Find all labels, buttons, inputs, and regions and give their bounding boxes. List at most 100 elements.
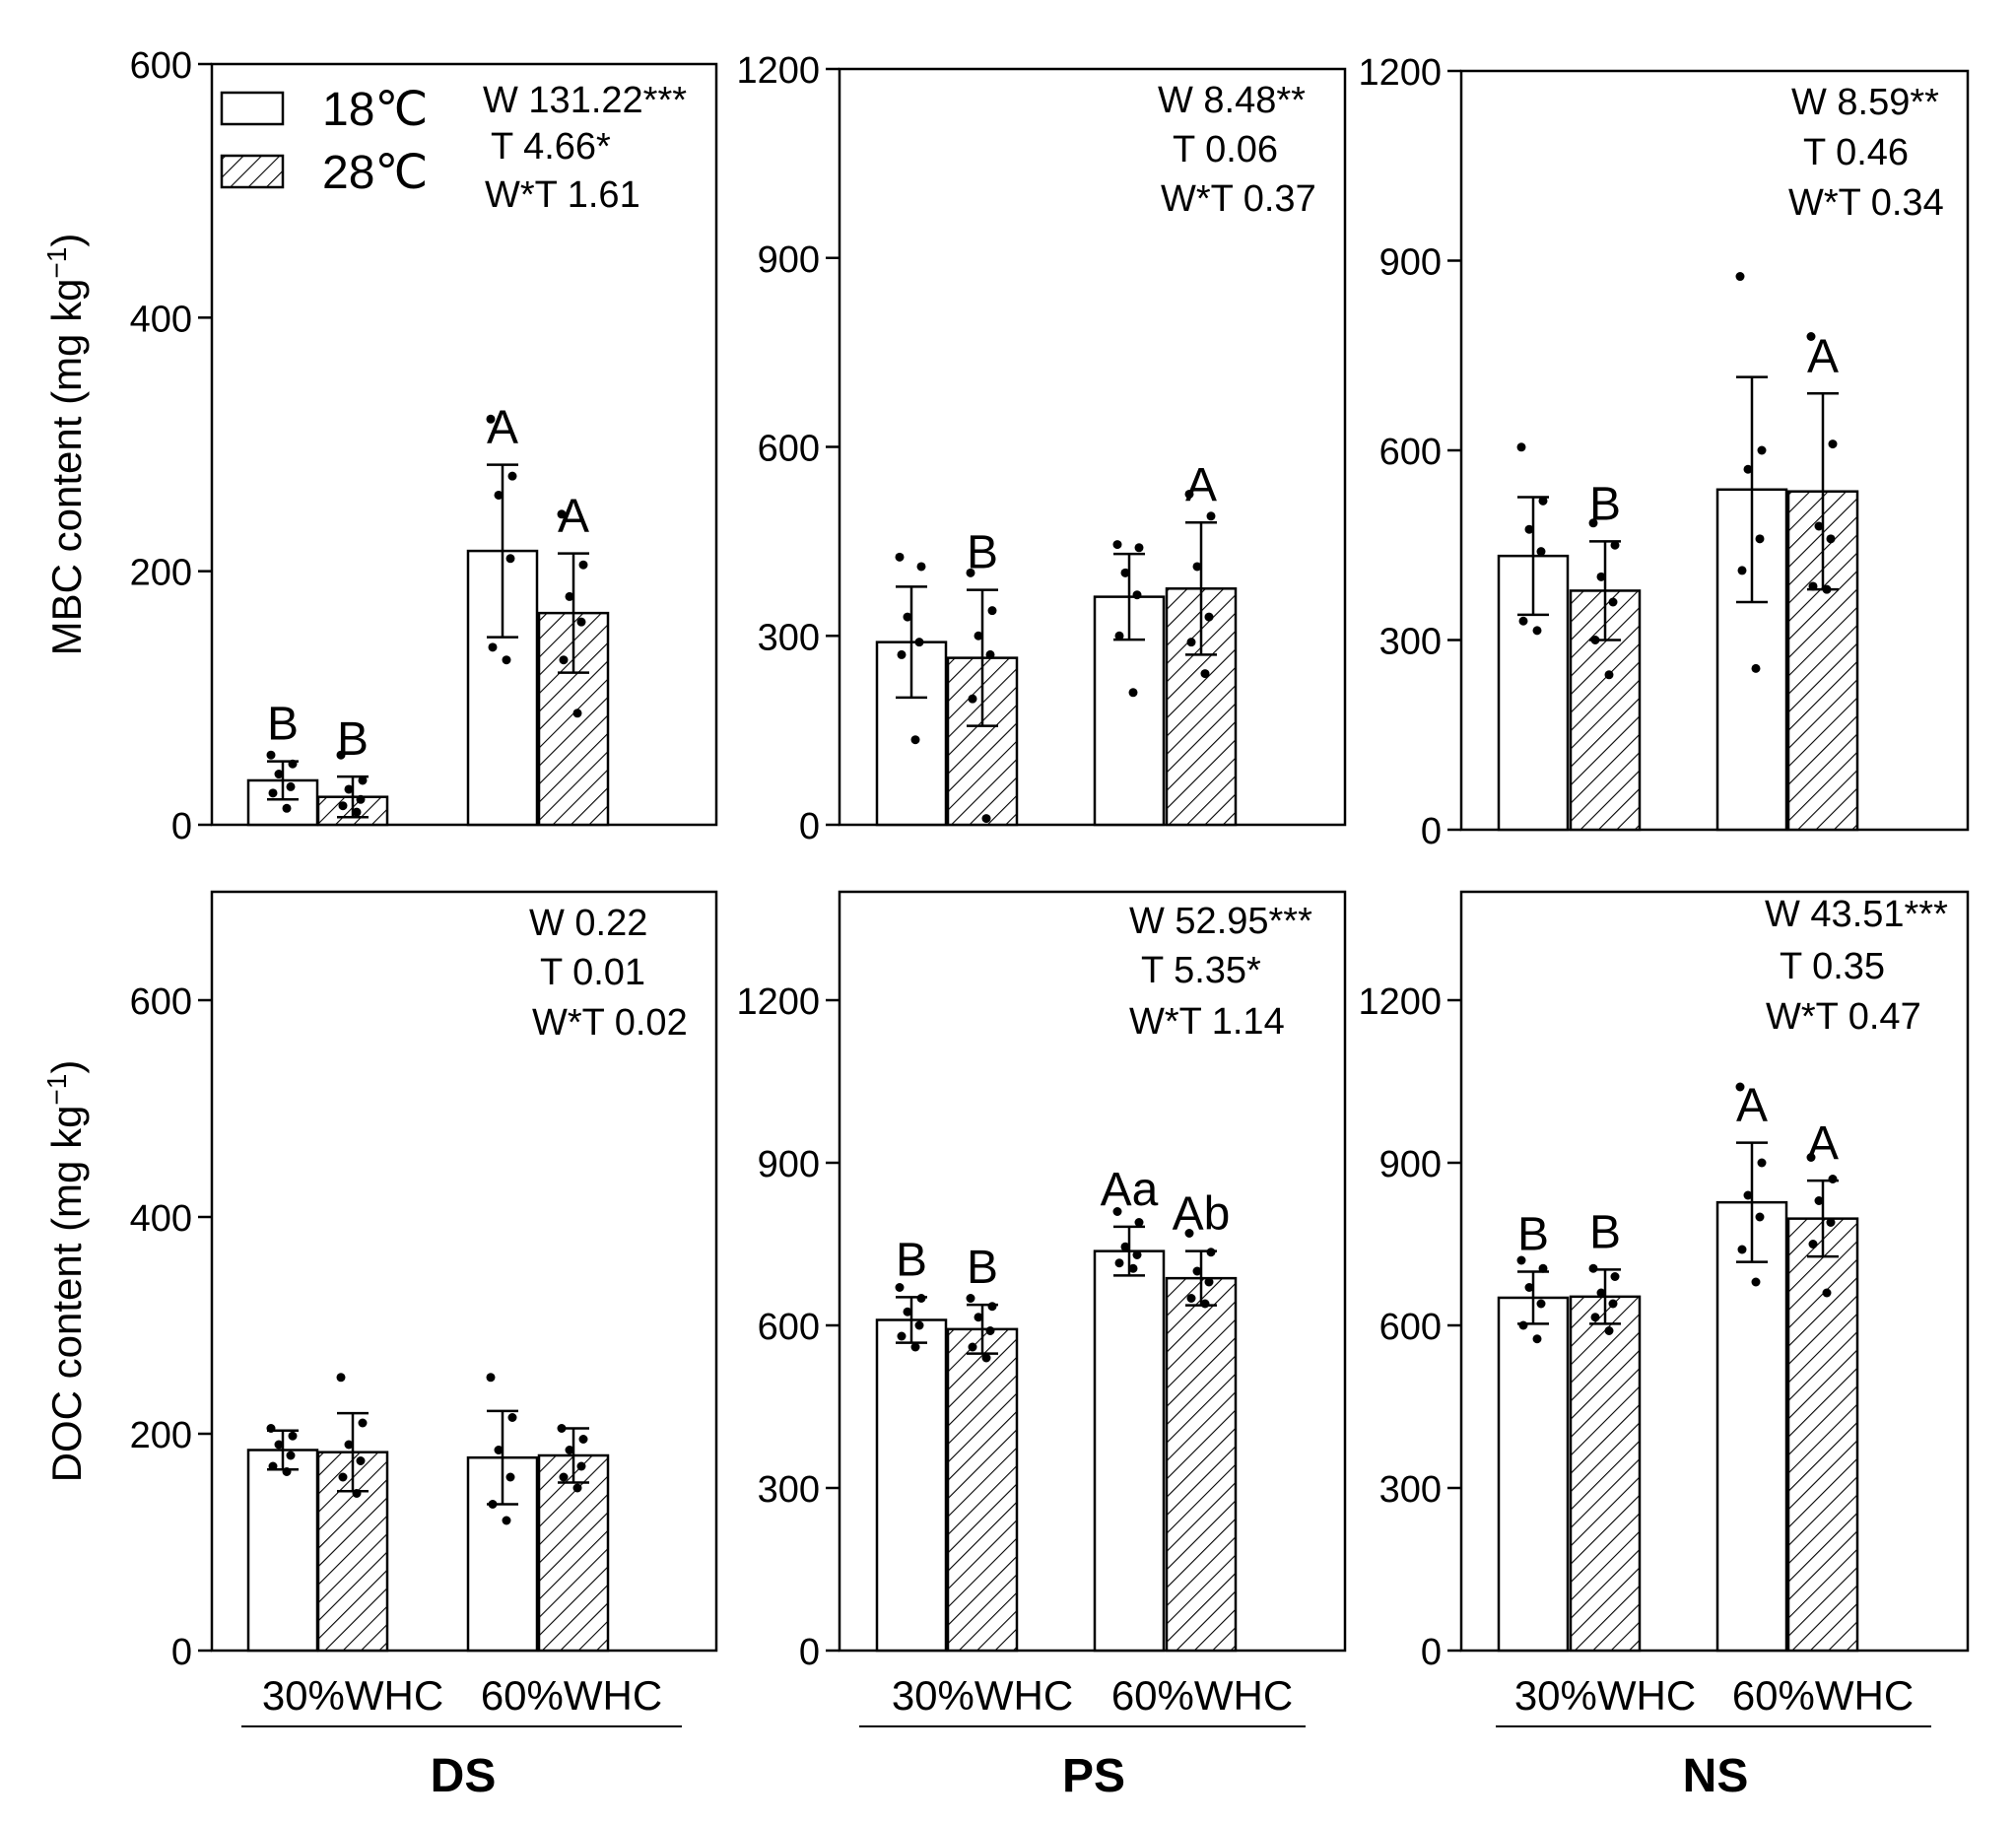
data-point <box>336 750 346 760</box>
data-point <box>981 814 991 824</box>
data-point <box>282 803 292 813</box>
stats-text: T 5.35* <box>1141 950 1261 991</box>
data-point <box>914 1320 924 1330</box>
data-point <box>1828 1175 1838 1183</box>
bar-28c-60pctwhc <box>537 1453 610 1653</box>
data-point <box>968 1342 977 1352</box>
data-point <box>1610 1272 1620 1281</box>
y-tick-label: 1200 <box>1358 52 1442 94</box>
data-point <box>557 509 567 519</box>
data-point <box>576 1461 586 1471</box>
significance-letter: B <box>967 527 998 579</box>
data-point <box>1112 1207 1122 1216</box>
significance-letter: B <box>337 713 369 766</box>
stats-text: W*T 0.02 <box>532 1002 688 1044</box>
data-point <box>344 1440 354 1450</box>
y-tick-label: 600 <box>758 429 820 470</box>
y-tick-label: 0 <box>1421 1632 1442 1673</box>
y-tick-label: 300 <box>1379 1469 1442 1511</box>
panel-mbc-ns: 0 300 600 900 1200 B A W 8.59** T 0.46 W*T 0.34 <box>1358 52 1970 852</box>
bar-28c-30pctwhc <box>1569 1295 1642 1653</box>
bar-18c-60pctwhc <box>466 1455 539 1653</box>
data-point <box>1828 439 1838 449</box>
data-point <box>1128 1263 1138 1273</box>
bar-18c-30pctwhc <box>246 1449 319 1653</box>
panel-doc-ns: 0 300 600 900 1200 B B AA W 43.51*** T 0.35 W*T 0.… <box>1358 890 1970 1719</box>
stats-text: W*T 1.14 <box>1129 1001 1285 1043</box>
data-point <box>1538 1263 1548 1273</box>
data-point <box>1200 669 1210 679</box>
data-point <box>1737 566 1747 575</box>
bar-28c-30pctwhc <box>946 1327 1019 1653</box>
stats-text: W*T 0.37 <box>1161 178 1316 220</box>
stats-text: T 4.66* <box>491 126 611 168</box>
significance-letter: B <box>1589 1206 1621 1258</box>
x-category-label: 30%WHC <box>262 1672 443 1719</box>
data-point <box>505 554 515 564</box>
stats-text: T 0.46 <box>1803 132 1909 173</box>
stats-text: W*T 0.47 <box>1766 996 1921 1038</box>
data-point <box>1532 626 1542 636</box>
significance-letter: B <box>267 699 299 751</box>
data-point <box>356 794 366 804</box>
data-point <box>336 1373 346 1383</box>
data-point <box>1186 1294 1196 1303</box>
data-point <box>916 562 926 572</box>
data-point <box>338 1472 348 1482</box>
y-axis-label: DOC content (mg kg−1) <box>41 1060 91 1483</box>
y-tick-label: 600 <box>1379 1307 1442 1348</box>
data-point <box>1826 534 1836 544</box>
data-point <box>1206 511 1216 521</box>
data-point <box>1610 540 1620 550</box>
data-point <box>1735 1082 1745 1092</box>
data-point <box>910 1342 920 1352</box>
plot-frame <box>210 890 718 1653</box>
data-point <box>507 1413 517 1422</box>
data-point <box>910 735 920 745</box>
data-point <box>282 1467 292 1476</box>
bar-18c-60pctwhc <box>1093 1249 1166 1653</box>
data-point <box>1737 1245 1747 1254</box>
bar-18c-30pctwhc <box>875 1318 948 1653</box>
data-point <box>288 759 298 769</box>
data-point <box>1590 636 1600 644</box>
y-tick-label: 200 <box>130 1415 192 1456</box>
data-point <box>358 1418 368 1428</box>
data-point <box>502 655 511 665</box>
significance-letter: Aa <box>1101 1164 1159 1216</box>
y-tick-label: 0 <box>799 1632 820 1673</box>
data-point <box>1743 1190 1753 1200</box>
data-point <box>486 414 496 424</box>
group-labels: DS PS NS <box>241 1725 1931 1802</box>
y-tick-label: 300 <box>1379 622 1442 663</box>
data-point <box>1536 547 1546 557</box>
panel-doc-ds: 0 200 400 600 W 0.22 T 0.01 W*T 0.02 DOC conten… <box>41 890 718 1719</box>
data-point <box>352 807 362 817</box>
data-point <box>559 655 569 665</box>
data-point <box>1206 1248 1216 1257</box>
data-point <box>1822 1288 1832 1298</box>
data-point <box>486 1373 496 1383</box>
legend-label-18c: 18℃ <box>322 84 428 136</box>
data-point <box>268 788 278 798</box>
y-tick-label: 900 <box>1379 242 1442 284</box>
data-point <box>1128 688 1138 698</box>
y-tick-label: 600 <box>1379 432 1442 473</box>
data-point <box>1751 1277 1761 1287</box>
significance-letter: B <box>1589 478 1621 530</box>
stats-text: W 0.22 <box>529 903 647 944</box>
y-tick-label: 300 <box>758 1469 820 1511</box>
y-tick-label: 600 <box>130 45 192 87</box>
data-point <box>1184 489 1194 499</box>
x-category-label: 30%WHC <box>1514 1672 1696 1719</box>
data-point <box>987 1302 997 1312</box>
legend-label-28c: 28℃ <box>322 147 428 199</box>
stats-text: W 52.95*** <box>1129 901 1312 942</box>
panel-doc-ps: 0 300 600 900 1200 B B Aa Ab W 52.95*** T 5.35* W*T… <box>736 890 1347 1719</box>
data-point <box>1134 543 1144 553</box>
data-point <box>1826 1218 1836 1227</box>
data-point <box>895 552 905 562</box>
data-point <box>1751 663 1761 673</box>
data-point <box>1536 1299 1546 1309</box>
